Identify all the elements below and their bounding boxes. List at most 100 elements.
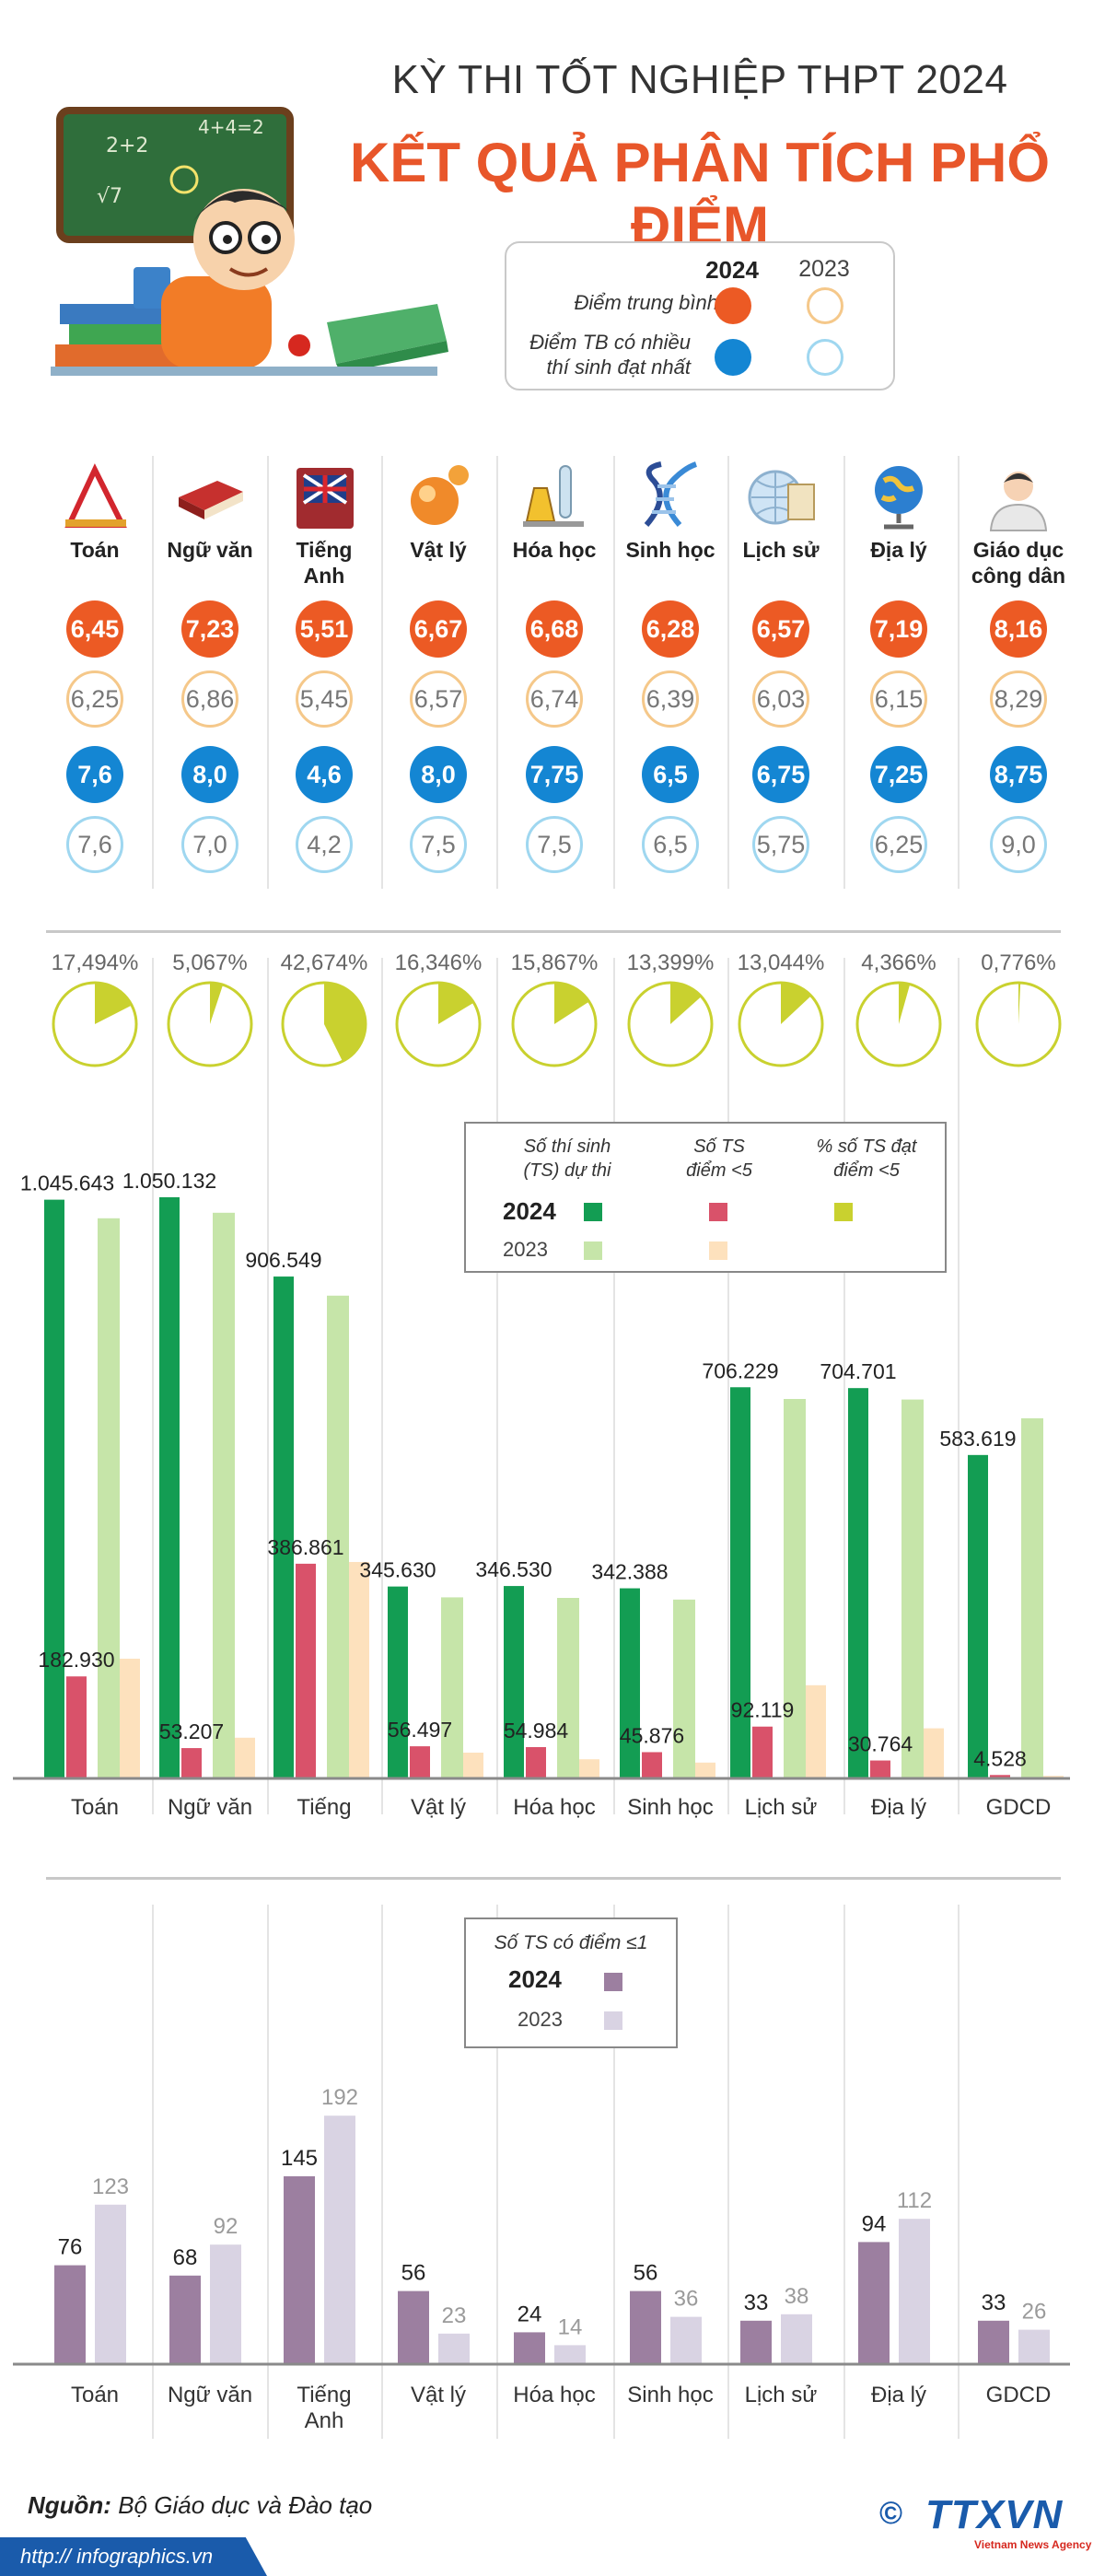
value-label-ts-2024: 346.530 <box>475 1557 552 1581</box>
column-separator <box>152 958 154 1814</box>
bar-below5-2023 <box>349 1562 369 1778</box>
bar-below5-2024 <box>181 1748 202 1778</box>
bar-ts-2023 <box>327 1295 349 1778</box>
mode-2024: 7,6 <box>66 746 123 803</box>
value-label-ts-2024: 345.630 <box>359 1558 436 1582</box>
bar-ts-2023 <box>557 1598 579 1778</box>
mode-2024: 6,75 <box>752 746 809 803</box>
subject-name: Lịch sử <box>742 538 820 562</box>
x-tick-label: Vật lý <box>411 1795 466 1820</box>
column-separator <box>613 456 615 889</box>
x-tick-label: Địa lý <box>871 2383 926 2407</box>
subject-name: Hóa học <box>512 538 597 562</box>
globe-icon <box>862 460 936 534</box>
pct-below5-label: 0,776% <box>981 950 1056 975</box>
person-icon <box>982 460 1055 534</box>
bar-below5-2024 <box>642 1752 662 1778</box>
bar-ts-2023 <box>901 1399 924 1778</box>
mode-2024: 8,0 <box>181 746 238 803</box>
pie-slice-below5 <box>554 983 589 1024</box>
mode-2023: 7,5 <box>410 816 467 873</box>
x-tick-label: Ngữ văn <box>168 2383 252 2407</box>
column-separator <box>381 456 383 889</box>
bar-low-score-2023 <box>670 2316 702 2363</box>
value-label-low-score-2024: 68 <box>173 2245 198 2270</box>
bar-ts-2023 <box>1021 1418 1043 1778</box>
average-2023: 5,45 <box>296 670 353 728</box>
bar-low-score-2024 <box>740 2320 772 2363</box>
pct-below5-label: 17,494% <box>51 950 139 975</box>
average-2023: 6,39 <box>642 670 699 728</box>
bar-low-score-2024 <box>54 2265 86 2363</box>
column-separator <box>381 958 383 1814</box>
average-2024: 6,57 <box>752 600 809 658</box>
bar-low-score-2024 <box>978 2320 1009 2363</box>
mode-2024: 4,6 <box>296 746 353 803</box>
value-label-ts-2024: 1.045.643 <box>20 1171 114 1195</box>
legend-row-mode-l2: thí sinh đạt nhất <box>546 356 691 379</box>
average-2024: 6,45 <box>66 600 123 658</box>
legend-col1-l2: (TS) dự thi <box>523 1160 611 1181</box>
bar-ts-2024 <box>388 1586 408 1778</box>
legend-swatch-low-2023 <box>604 2011 622 2030</box>
pie-slice-below5 <box>438 983 474 1024</box>
pie-slice-below5 <box>324 983 366 1062</box>
value-label-ts-2024: 906.549 <box>245 1248 321 1272</box>
average-2023: 6,74 <box>526 670 583 728</box>
source-url[interactable]: http:// infographics.vn <box>20 2545 214 2568</box>
divider-1 <box>46 930 1061 933</box>
x-tick-label: Lịch sử <box>745 1795 818 1820</box>
svg-text:4+4=2: 4+4=2 <box>198 116 264 138</box>
value-label-ts-2024: 704.701 <box>820 1359 896 1383</box>
value-label-low-score-2024: 56 <box>634 2261 658 2286</box>
subject-name: Toán <box>70 538 120 562</box>
english-book-icon <box>287 460 361 534</box>
bar-ts-2024 <box>730 1387 750 1778</box>
pie-slice-below5 <box>670 983 702 1024</box>
column-separator <box>267 958 269 1814</box>
column-separator <box>727 1905 729 2439</box>
column-separator <box>267 456 269 889</box>
svg-text:2+2: 2+2 <box>106 134 148 157</box>
average-2024: 5,51 <box>296 600 353 658</box>
legend-low-score: Số TS có điểm ≤1 2024 2023 <box>464 1917 678 2048</box>
legend-swatch-below5-2024 <box>709 1203 727 1221</box>
bar-below5-2024 <box>990 1775 1010 1778</box>
legend-swatch-below5-2023 <box>709 1241 727 1260</box>
value-label-below5-2024: 386.861 <box>267 1535 343 1559</box>
bar-low-score-2023 <box>95 2204 126 2363</box>
mode-2023: 7,0 <box>181 816 238 873</box>
value-label-low-score-2023: 192 <box>321 2085 358 2110</box>
source-label: Nguồn: <box>28 2491 111 2519</box>
pct-below5-label: 13,399% <box>626 950 715 975</box>
pct-below5-label: 42,674% <box>280 950 368 975</box>
value-label-low-score-2024: 94 <box>862 2211 887 2236</box>
legend-averages: 2024 2023 Điểm trung bình Điểm TB có nhi… <box>505 241 895 390</box>
x-tick-label: GDCD <box>986 1795 1052 1820</box>
value-label-ts-2024: 1.050.132 <box>122 1169 216 1193</box>
bar-below5-2024 <box>66 1676 87 1778</box>
subject-name: Sinh học <box>625 538 715 562</box>
bar-low-score-2024 <box>514 2332 545 2363</box>
subject-name: Giáo dục <box>972 538 1064 562</box>
bar-low-score-2023 <box>438 2333 470 2363</box>
subject-name: Ngữ văn <box>167 538 253 562</box>
value-label-low-score-2024: 145 <box>281 2146 318 2171</box>
legend-swatch-ts-2024 <box>584 1203 602 1221</box>
legend-col3-l1: % số TS đạt <box>816 1136 917 1157</box>
bar-ts-2024 <box>504 1586 524 1778</box>
legend-mid-2023: 2023 <box>503 1238 548 1261</box>
mode-2023: 4,2 <box>296 816 353 873</box>
column-separator <box>496 1905 498 2439</box>
legend-swatch-ts-2023 <box>584 1241 602 1260</box>
bar-ts-2024 <box>620 1588 640 1778</box>
x-tick-label: Sinh học <box>627 1795 713 1820</box>
value-label-ts-2024: 706.229 <box>702 1358 778 1382</box>
mode-2023: 6,25 <box>870 816 927 873</box>
bar-low-score-2023 <box>324 2116 355 2363</box>
x-tick-label: Vật lý <box>411 2383 466 2407</box>
bar-low-score-2023 <box>899 2219 930 2363</box>
bar-low-score-2023 <box>781 2314 812 2363</box>
x-tick-label: Ngữ văn <box>168 1795 252 1820</box>
value-label-below5-2024: 54.984 <box>504 1719 569 1743</box>
